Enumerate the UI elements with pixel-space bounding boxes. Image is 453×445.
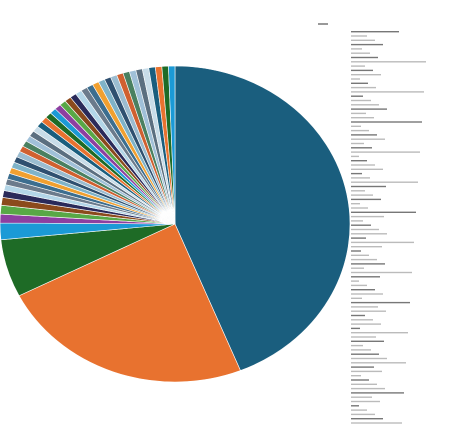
- legend-row: [351, 104, 379, 106]
- legend-row: [351, 168, 383, 170]
- legend-row: [351, 52, 370, 54]
- legend-row: [351, 254, 369, 256]
- legend-row: [351, 314, 365, 317]
- legend-row: [351, 332, 408, 334]
- legend-row: [351, 263, 385, 265]
- legend-row: [351, 65, 365, 67]
- legend-row: [351, 177, 370, 179]
- legend-row: [351, 142, 364, 145]
- legend-row: [351, 375, 361, 377]
- legend-row: [351, 203, 360, 205]
- legend: [318, 23, 426, 424]
- legend-row: [351, 241, 414, 244]
- legend-row: [351, 125, 361, 127]
- legend-row: [351, 190, 365, 192]
- legend-row: [351, 74, 381, 76]
- legend-row: [351, 121, 422, 123]
- legend-row: [351, 276, 380, 278]
- pie: [0, 65, 351, 383]
- legend-row: [351, 250, 361, 252]
- legend-row: [351, 155, 359, 158]
- legend-row: [351, 336, 376, 338]
- legend-row: [351, 215, 384, 218]
- legend-row: [351, 31, 399, 33]
- legend-row: [351, 327, 360, 330]
- legend-row: [351, 198, 381, 201]
- legend-row: [351, 418, 383, 420]
- legend-row: [351, 284, 367, 287]
- legend-row: [351, 258, 377, 261]
- legend-row: [351, 306, 378, 308]
- legend-row: [351, 211, 416, 213]
- legend-row: [351, 147, 372, 149]
- legend-row: [351, 69, 373, 72]
- legend-row: [351, 160, 367, 162]
- legend-row: [351, 349, 371, 351]
- legend-row: [351, 220, 363, 222]
- legend-row: [351, 387, 385, 390]
- legend-row: [351, 319, 373, 321]
- legend-row: [351, 233, 387, 235]
- legend-row: [351, 271, 412, 274]
- legend-row: [351, 129, 369, 132]
- legend-row: [351, 95, 363, 97]
- legend-row: [351, 61, 426, 63]
- legend-row: [351, 405, 359, 407]
- legend-row: [351, 151, 420, 153]
- legend-row: [351, 194, 373, 196]
- legend-row: [351, 224, 371, 226]
- pie-slice: [18, 223, 241, 383]
- legend-row: [351, 323, 381, 325]
- legend-row: [351, 172, 362, 175]
- legend-row: [351, 301, 410, 304]
- legend-row: [351, 400, 380, 403]
- legend-row: [351, 340, 384, 342]
- legend-row: [351, 366, 374, 368]
- legend-heading: [318, 23, 328, 25]
- legend-row: [351, 35, 367, 37]
- pie-slice: [174, 65, 351, 371]
- legend-row: [351, 108, 387, 110]
- legend-row: [351, 413, 375, 416]
- legend-row: [351, 99, 371, 102]
- legend-row: [351, 228, 379, 231]
- legend-row: [351, 280, 359, 282]
- legend-row: [351, 344, 363, 347]
- legend-row: [351, 409, 367, 411]
- legend-row: [351, 267, 364, 269]
- legend-row: [351, 48, 362, 50]
- legend-row: [351, 43, 383, 46]
- legend-row: [351, 56, 378, 59]
- legend-row: [351, 246, 382, 248]
- legend-row: [351, 357, 387, 360]
- legend-row: [351, 396, 372, 398]
- legend-row: [351, 181, 418, 183]
- legend-row: [351, 392, 404, 394]
- legend-row: [351, 379, 369, 381]
- legend-row: [351, 422, 402, 424]
- legend-row: [351, 138, 385, 140]
- legend-row: [351, 297, 362, 299]
- legend-row: [351, 383, 377, 385]
- legend-row: [351, 117, 374, 119]
- legend-row: [351, 362, 406, 364]
- legend-row: [351, 134, 377, 136]
- legend-row: [351, 164, 375, 166]
- legend-row: [351, 82, 368, 84]
- legend-row: [351, 86, 376, 89]
- legend-row: [351, 185, 386, 188]
- legend-row: [351, 91, 424, 93]
- pie-slice: [168, 65, 176, 225]
- legend-row: [351, 293, 383, 295]
- legend-row: [351, 207, 368, 209]
- legend-row: [351, 39, 375, 41]
- legend-row: [351, 78, 360, 80]
- legend-row: [351, 289, 375, 291]
- legend-row: [351, 370, 382, 373]
- legend-row: [351, 112, 366, 115]
- legend-row: [351, 310, 386, 312]
- legend-row: [351, 353, 379, 355]
- legend-row: [351, 237, 366, 239]
